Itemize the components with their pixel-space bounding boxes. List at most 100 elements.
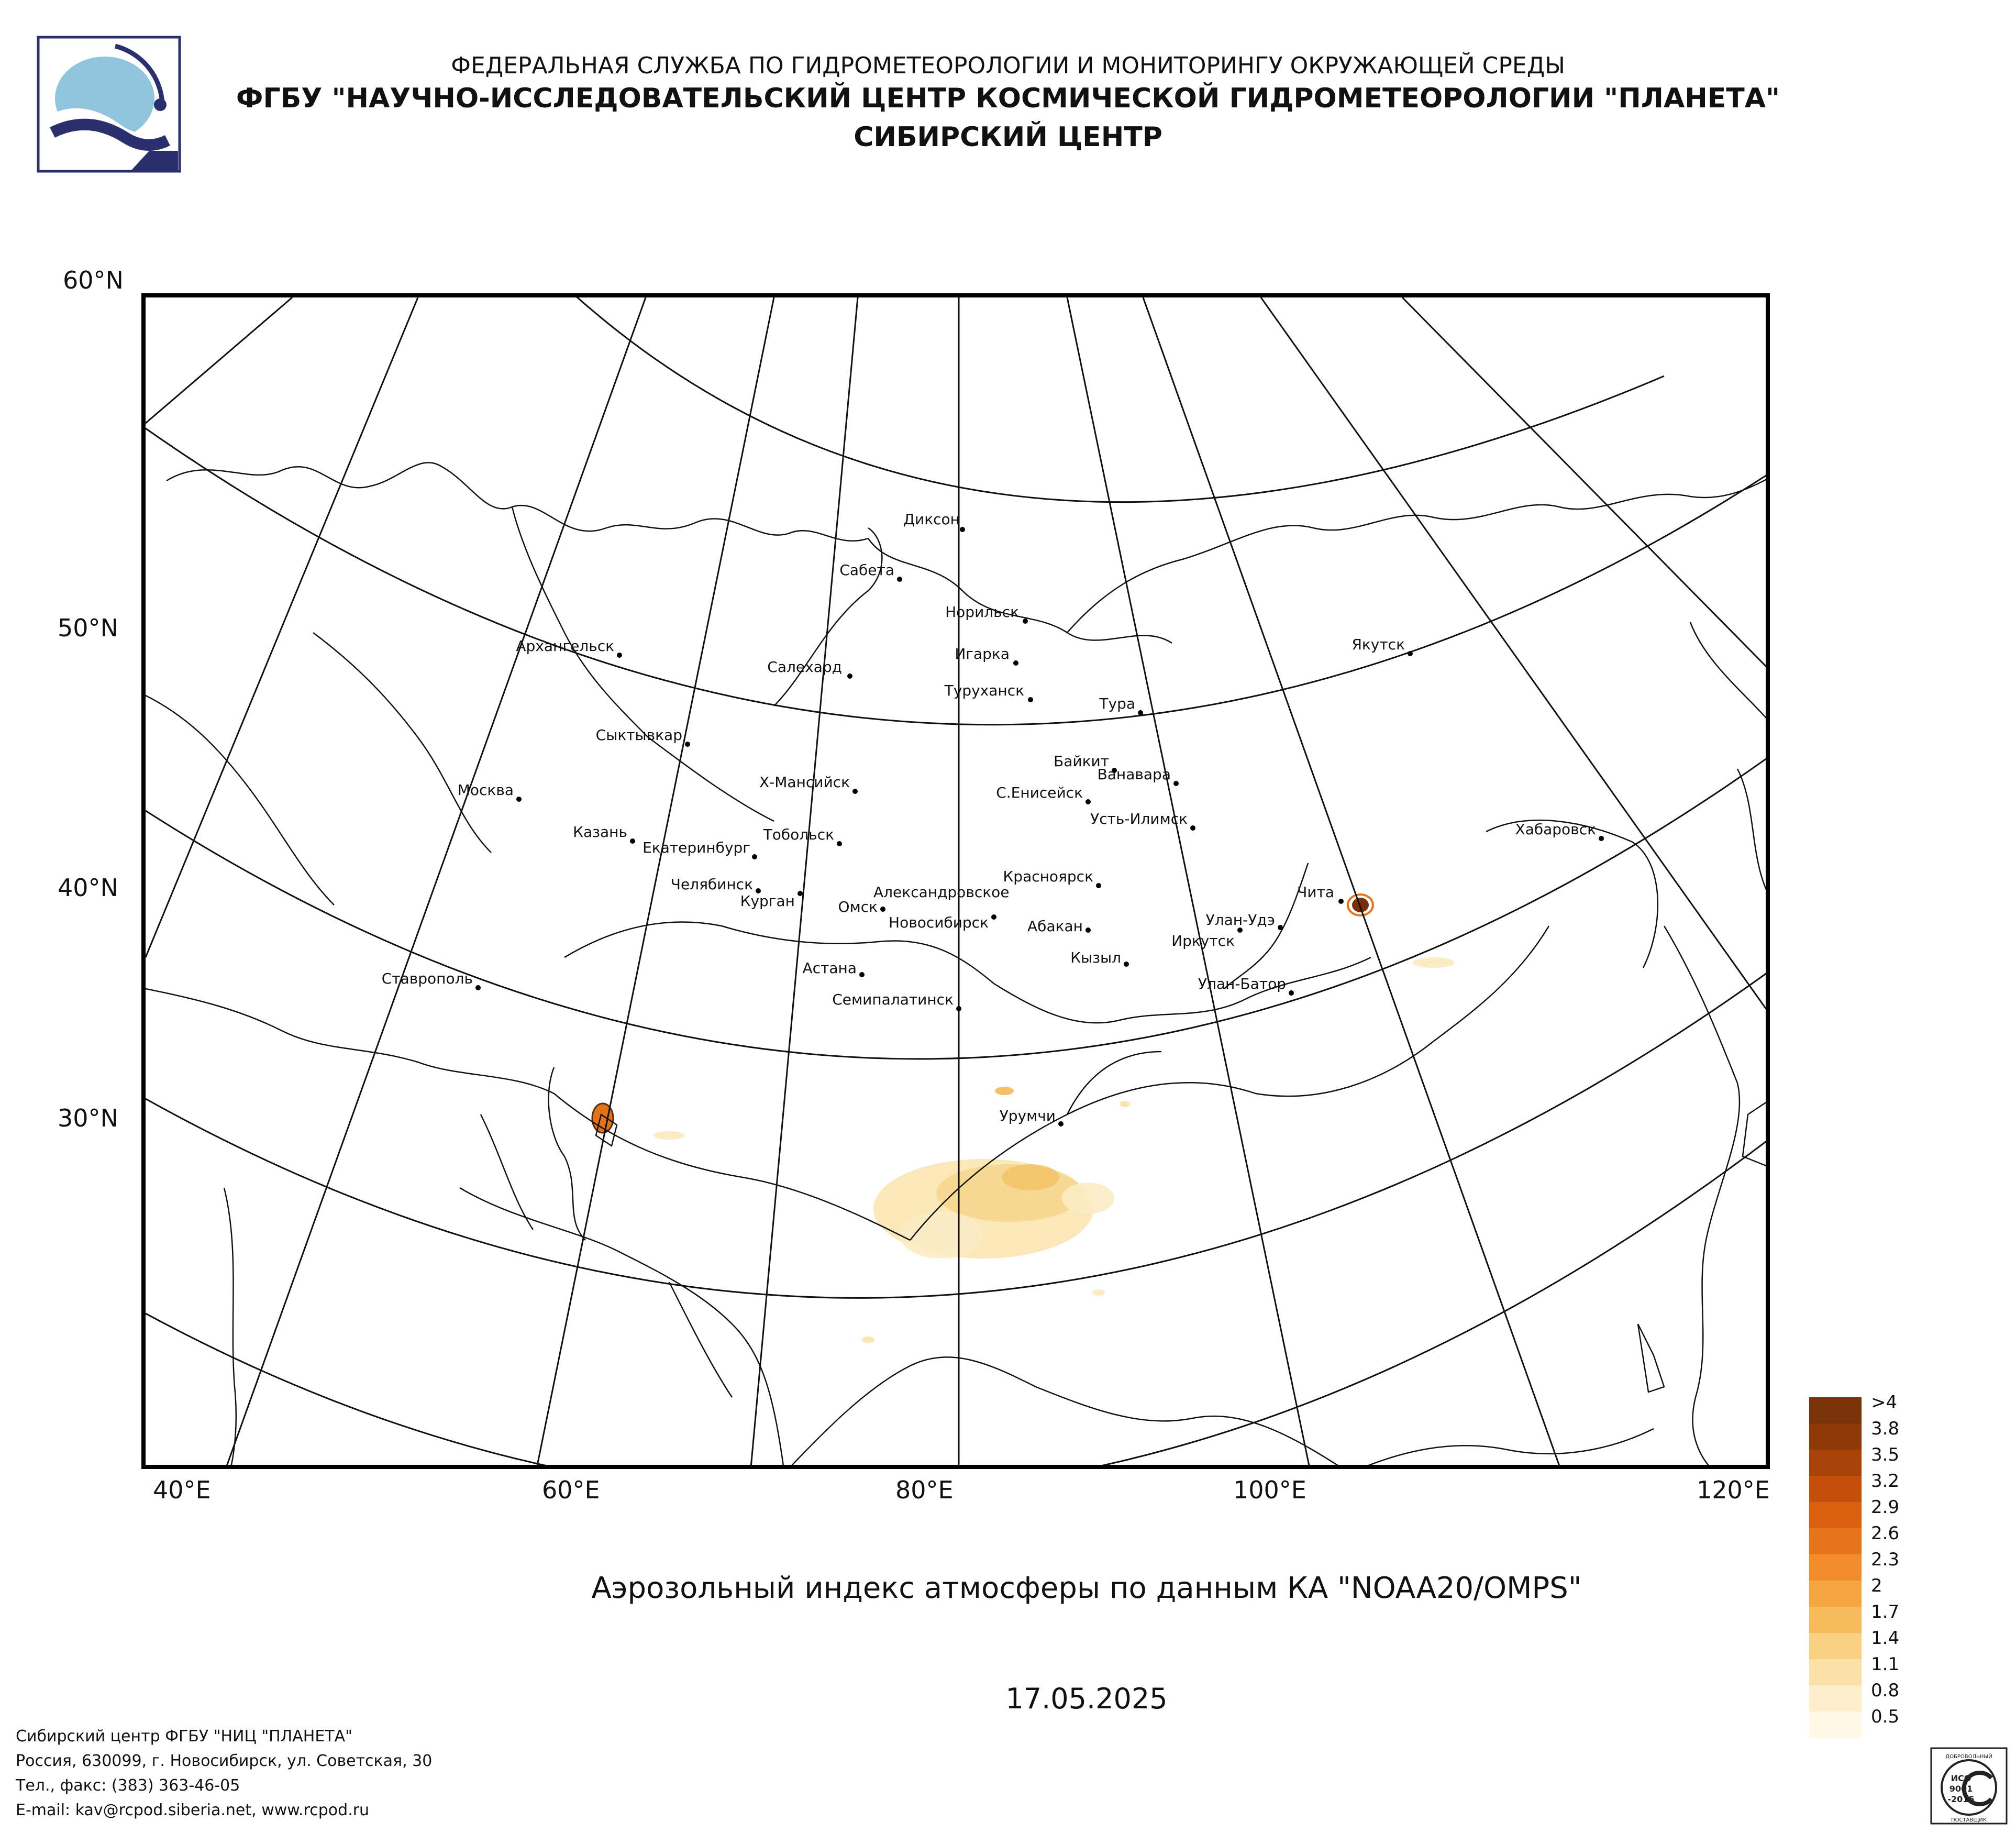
legend-swatch — [1809, 1633, 1862, 1659]
city-norilsk: Норильск — [945, 603, 1028, 624]
map-title: Аэрозольный индекс атмосферы по данным К… — [591, 1571, 1582, 1605]
legend-swatch — [1809, 1397, 1862, 1423]
city-kazan: Казань — [573, 823, 635, 844]
city-ulan-bator: Улан-Батор — [1198, 975, 1294, 996]
svg-text:Новосибирск: Новосибирск — [889, 914, 989, 931]
city-arkhangelsk: Архангельск — [516, 637, 622, 658]
legend-label: 0.5 — [1871, 1706, 1900, 1727]
legend-swatch — [1809, 1581, 1862, 1607]
legend-swatch — [1809, 1711, 1862, 1738]
legend-label: 2 — [1871, 1575, 1882, 1596]
city-igarka: Игарка — [955, 645, 1018, 666]
legend-swatch — [1809, 1450, 1862, 1476]
footer-phone: Тел., факс: (383) 363-46-05 — [16, 1776, 240, 1795]
city-salekhard: Салехард — [767, 658, 852, 679]
svg-text:Челябинск: Челябинск — [671, 876, 753, 893]
legend-label: >4 — [1871, 1392, 1898, 1413]
city-yakutsk: Якутск — [1352, 636, 1413, 656]
city-astana: Астана — [803, 959, 865, 977]
svg-text:Екатеринбург: Екатеринбург — [643, 839, 750, 856]
lat-label-50n: 50°N — [58, 614, 118, 642]
legend-swatch — [1809, 1423, 1862, 1450]
legend-swatch — [1809, 1685, 1862, 1711]
city-chelyabinsk: Челябинск — [671, 876, 761, 893]
svg-text:ДОБРОВОЛЬНЫЙ: ДОБРОВОЛЬНЫЙ — [1945, 1753, 1992, 1760]
svg-text:Игарка: Игарка — [955, 645, 1010, 662]
svg-text:ПОСТАВЩИК: ПОСТАВЩИК — [1951, 1817, 1987, 1823]
svg-text:Ставрополь: Ставрополь — [382, 970, 473, 987]
svg-text:Ванавара: Ванавара — [1098, 766, 1171, 783]
city-markers: Диксон Сабета Норильск Игарка Салехард Т… — [382, 511, 1604, 1127]
lat-label-40n: 40°N — [58, 874, 118, 902]
city-turukhansk: Туруханск — [944, 682, 1033, 702]
svg-text:Урумчи: Урумчи — [1000, 1107, 1056, 1124]
city-irkutsk: Иркутск — [1171, 927, 1243, 949]
svg-text:С.Енисейск: С.Енисейск — [996, 784, 1083, 801]
header-center: СИБИРСКИЙ ЦЕНТР — [854, 122, 1162, 153]
latitude-lines — [146, 297, 1766, 1465]
lat-label-30n: 30°N — [58, 1104, 118, 1132]
svg-text:Туруханск: Туруханск — [944, 682, 1024, 699]
city-stavropol: Ставрополь — [382, 970, 481, 990]
svg-text:Иркутск: Иркутск — [1171, 932, 1235, 949]
lon-label-60e: 60°E — [542, 1476, 600, 1504]
city-abakan: Абакан — [1027, 918, 1091, 935]
aerosol-patches — [591, 893, 1455, 1343]
svg-text:Улан-Удэ: Улан-Удэ — [1206, 911, 1275, 929]
svg-text:Омск: Омск — [838, 898, 878, 915]
planeta-logo — [37, 36, 181, 173]
city-syktyvkar: Сыктывкар — [596, 726, 690, 747]
city-baykit: Байкит — [1054, 753, 1117, 773]
city-krasnoyarsk: Красноярск — [1003, 868, 1101, 888]
city-s-yeniseysk: С.Енисейск — [996, 784, 1091, 804]
city-yekaterinburg: Екатеринбург — [643, 839, 757, 859]
legend-label: 0.8 — [1871, 1680, 1900, 1701]
city-kurgan: Курган — [740, 891, 803, 910]
legend-swatch — [1809, 1607, 1862, 1633]
svg-text:Якутск: Якутск — [1352, 636, 1405, 653]
iso-certificate-badge: ДОБРОВОЛЬНЫЙ ИСО 9001 -2015 ПОСТАВЩИК — [1930, 1747, 2008, 1825]
svg-text:Чита: Чита — [1297, 884, 1334, 901]
legend-swatch — [1809, 1502, 1862, 1528]
city-chita: Чита — [1297, 884, 1344, 904]
city-moscow: Москва — [458, 781, 522, 802]
legend-label: 2.9 — [1871, 1497, 1900, 1518]
svg-text:Салехард: Салехард — [767, 658, 842, 676]
legend-label: 2.6 — [1871, 1523, 1900, 1544]
svg-text:Норильск: Норильск — [945, 603, 1019, 621]
city-khanty-mansiysk: Х-Мансийск — [759, 774, 858, 794]
legend-label: 1.7 — [1871, 1602, 1900, 1622]
map-date: 17.05.2025 — [1005, 1682, 1168, 1715]
svg-text:9001: 9001 — [1949, 1784, 1973, 1794]
city-semipalatinsk: Семипалатинск — [832, 991, 961, 1011]
coastlines-borders — [146, 462, 1766, 1465]
svg-text:Хабаровск: Хабаровск — [1515, 821, 1596, 838]
city-vanavara: Ванавара — [1098, 766, 1179, 786]
svg-text:Усть-Илимск: Усть-Илимск — [1090, 810, 1188, 827]
svg-text:Казань: Казань — [573, 823, 627, 841]
svg-text:Семипалатинск: Семипалатинск — [832, 991, 954, 1008]
svg-text:Сабета: Сабета — [839, 561, 894, 579]
city-omsk: Омск — [838, 898, 885, 915]
city-dikson: Диксон — [903, 511, 965, 532]
svg-text:Архангельск: Архангельск — [516, 637, 614, 655]
legend-swatch — [1809, 1476, 1862, 1502]
header-agency: ФЕДЕРАЛЬНАЯ СЛУЖБА ПО ГИДРОМЕТЕОРОЛОГИИ … — [451, 52, 1565, 79]
city-urumqi: Урумчи — [1000, 1107, 1064, 1127]
legend-swatch — [1809, 1659, 1862, 1685]
svg-text:Х-Мансийск: Х-Мансийск — [759, 774, 850, 791]
svg-text:Красноярск: Красноярск — [1003, 868, 1093, 885]
legend-label: 3.8 — [1871, 1418, 1900, 1439]
svg-text:Абакан: Абакан — [1027, 918, 1083, 935]
lon-label-80e: 80°E — [895, 1476, 954, 1504]
longitude-lines — [146, 297, 1766, 1465]
footer-email: E-mail: kav@rcpod.siberia.net, www.rcpod… — [16, 1801, 370, 1819]
svg-text:Москва: Москва — [458, 781, 514, 799]
footer-org: Сибирский центр ФГБУ "НИЦ "ПЛАНЕТА" — [16, 1727, 352, 1746]
legend-label: 3.5 — [1871, 1444, 1900, 1465]
city-ust-ilimsk: Усть-Илимск — [1090, 810, 1195, 831]
city-kyzyl: Кызыл — [1070, 949, 1129, 967]
legend-label: 2.3 — [1871, 1549, 1900, 1570]
lon-label-100e: 100°E — [1233, 1476, 1306, 1504]
svg-text:Кызыл: Кызыл — [1070, 949, 1121, 966]
